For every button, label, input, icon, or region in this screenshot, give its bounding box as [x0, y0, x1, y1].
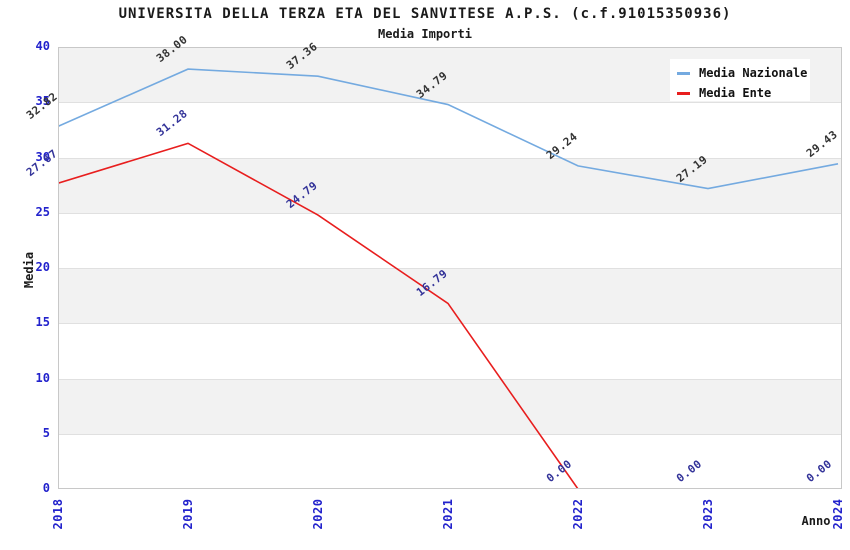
x-tick-label: 2020 [311, 498, 325, 530]
y-tick-label: 25 [35, 204, 50, 219]
gridline [58, 378, 842, 380]
media-ente-line-swatch-icon [677, 91, 690, 95]
y-tick-label: 0 [42, 481, 50, 495]
gridline [58, 268, 842, 269]
plot-band [58, 378, 842, 434]
gridline [58, 433, 842, 435]
y-tick-label: 15 [35, 315, 50, 330]
legend-item-media-nazionale: Media Nazionale [670, 63, 807, 83]
x-tick-label: 2019 [181, 498, 195, 530]
gridline [58, 323, 842, 325]
gridline [58, 102, 842, 104]
plot-band [58, 157, 842, 213]
x-tick-label: 2022 [571, 498, 585, 530]
gridline [58, 157, 842, 159]
x-tick-label: 2018 [51, 498, 65, 530]
y-tick-label: 5 [42, 425, 50, 440]
legend: Media Nazionale Media Ente [670, 59, 810, 101]
legend-label: Media Nazionale [699, 66, 808, 80]
x-tick-label: 2024 [831, 498, 845, 530]
media-nazionale-line-swatch-icon [677, 71, 690, 75]
x-tick-label: 2021 [441, 498, 455, 530]
y-tick-label: 20 [35, 260, 50, 274]
series-line-1 [58, 142, 579, 489]
chart-title: UNIVERSITA DELLA TERZA ETA DEL SANVITESE… [118, 6, 732, 22]
legend-item-media-ente: Media Ente [670, 83, 771, 103]
series-lines [58, 68, 839, 489]
chart-subtitle: Media Importi [378, 27, 472, 41]
series-line-0 [58, 68, 839, 190]
plot-area [58, 47, 842, 489]
x-tick-label: 2023 [701, 498, 715, 530]
y-tick-label: 35 [35, 94, 50, 109]
y-tick-label: 40 [35, 39, 50, 53]
gridline [58, 212, 842, 214]
plot-band [58, 268, 842, 324]
legend-label: Media Ente [699, 86, 772, 100]
y-tick-label: 10 [35, 370, 50, 385]
x-axis-label: Anno [801, 514, 831, 528]
y-tick-label: 30 [35, 149, 50, 164]
